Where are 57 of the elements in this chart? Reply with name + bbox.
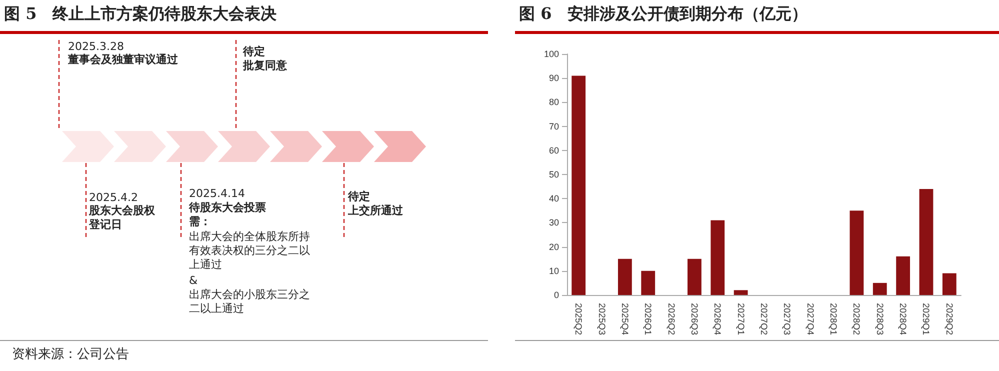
text: 图 5 终止上市方案仍待股东大会表决 bbox=[4, 4, 277, 25]
x-tick-label: 2027Q1 bbox=[736, 302, 746, 336]
bar bbox=[618, 258, 632, 295]
text: 董事会及独董审议通过 bbox=[68, 53, 179, 67]
text: 股东大会股权 bbox=[89, 204, 156, 218]
x-tick-label: 2026Q3 bbox=[689, 302, 700, 336]
bar bbox=[572, 76, 586, 295]
x-tick-label: 2026Q2 bbox=[666, 302, 676, 336]
x-tick-label: 2025Q4 bbox=[620, 302, 630, 336]
x-tick-label: 2028Q2 bbox=[852, 302, 862, 336]
y-tick-label: 20 bbox=[548, 242, 559, 252]
text: 待定 bbox=[348, 190, 371, 204]
x-tick-label: 2027Q2 bbox=[759, 302, 769, 336]
bar bbox=[919, 188, 934, 295]
x-tick-label: 2027Q4 bbox=[805, 302, 816, 336]
y-tick-label: 30 bbox=[548, 218, 559, 228]
bar bbox=[942, 273, 956, 295]
x-tick-label: 2028Q3 bbox=[874, 302, 885, 336]
text: 上交所通过 bbox=[348, 204, 404, 218]
text: 出席大会的全体股东所持有效表决权的三分之二以上通过 bbox=[189, 230, 311, 272]
bar bbox=[641, 270, 656, 295]
y-tick-label: 60 bbox=[548, 145, 559, 156]
x-tick-label: 2027Q3 bbox=[782, 302, 792, 336]
bar bbox=[850, 210, 864, 295]
y-tick-label: 10 bbox=[548, 266, 559, 276]
text: 需： bbox=[189, 215, 212, 229]
y-tick-label: 50 bbox=[548, 169, 559, 180]
x-tick-label: 2025Q3 bbox=[596, 302, 607, 336]
text: 2025.4.2 bbox=[89, 191, 139, 204]
x-tick-label: 2025Q2 bbox=[574, 302, 584, 336]
y-tick-label: 0 bbox=[554, 290, 559, 300]
text: 出席大会的小股东三分之二以上通过 bbox=[189, 288, 311, 316]
chart-title: 图 6 安排涉及公开债到期分布（亿元） bbox=[519, 4, 808, 25]
bar bbox=[688, 258, 702, 295]
y-tick-label: 80 bbox=[548, 97, 559, 108]
x-tick-label: 2028Q4 bbox=[898, 302, 908, 336]
y-tick-label: 90 bbox=[548, 73, 559, 84]
bar bbox=[896, 256, 910, 295]
bar bbox=[734, 290, 748, 295]
y-tick-label: 70 bbox=[548, 121, 559, 132]
text: 资料来源：公司公告 bbox=[12, 346, 129, 363]
bar bbox=[710, 220, 725, 295]
y-tick-label: 100 bbox=[544, 49, 559, 59]
text: & bbox=[189, 274, 199, 288]
x-tick-label: 2026Q4 bbox=[712, 302, 723, 336]
x-tick-label: 2028Q1 bbox=[828, 302, 839, 336]
text: 批复同意 bbox=[243, 59, 288, 73]
x-tick-label: 2026Q1 bbox=[643, 302, 654, 336]
x-tick-label: 2029Q1 bbox=[921, 302, 932, 336]
text: 2025.3.28 bbox=[68, 40, 125, 54]
text: 待定 bbox=[243, 45, 266, 59]
x-tick-label: 2029Q2 bbox=[944, 302, 954, 336]
text: 2025.4.14 bbox=[189, 187, 246, 201]
text: 待股东大会投票 bbox=[189, 201, 267, 215]
y-tick-label: 40 bbox=[548, 194, 559, 204]
bar bbox=[872, 282, 887, 295]
text: 登记日 bbox=[89, 218, 123, 232]
